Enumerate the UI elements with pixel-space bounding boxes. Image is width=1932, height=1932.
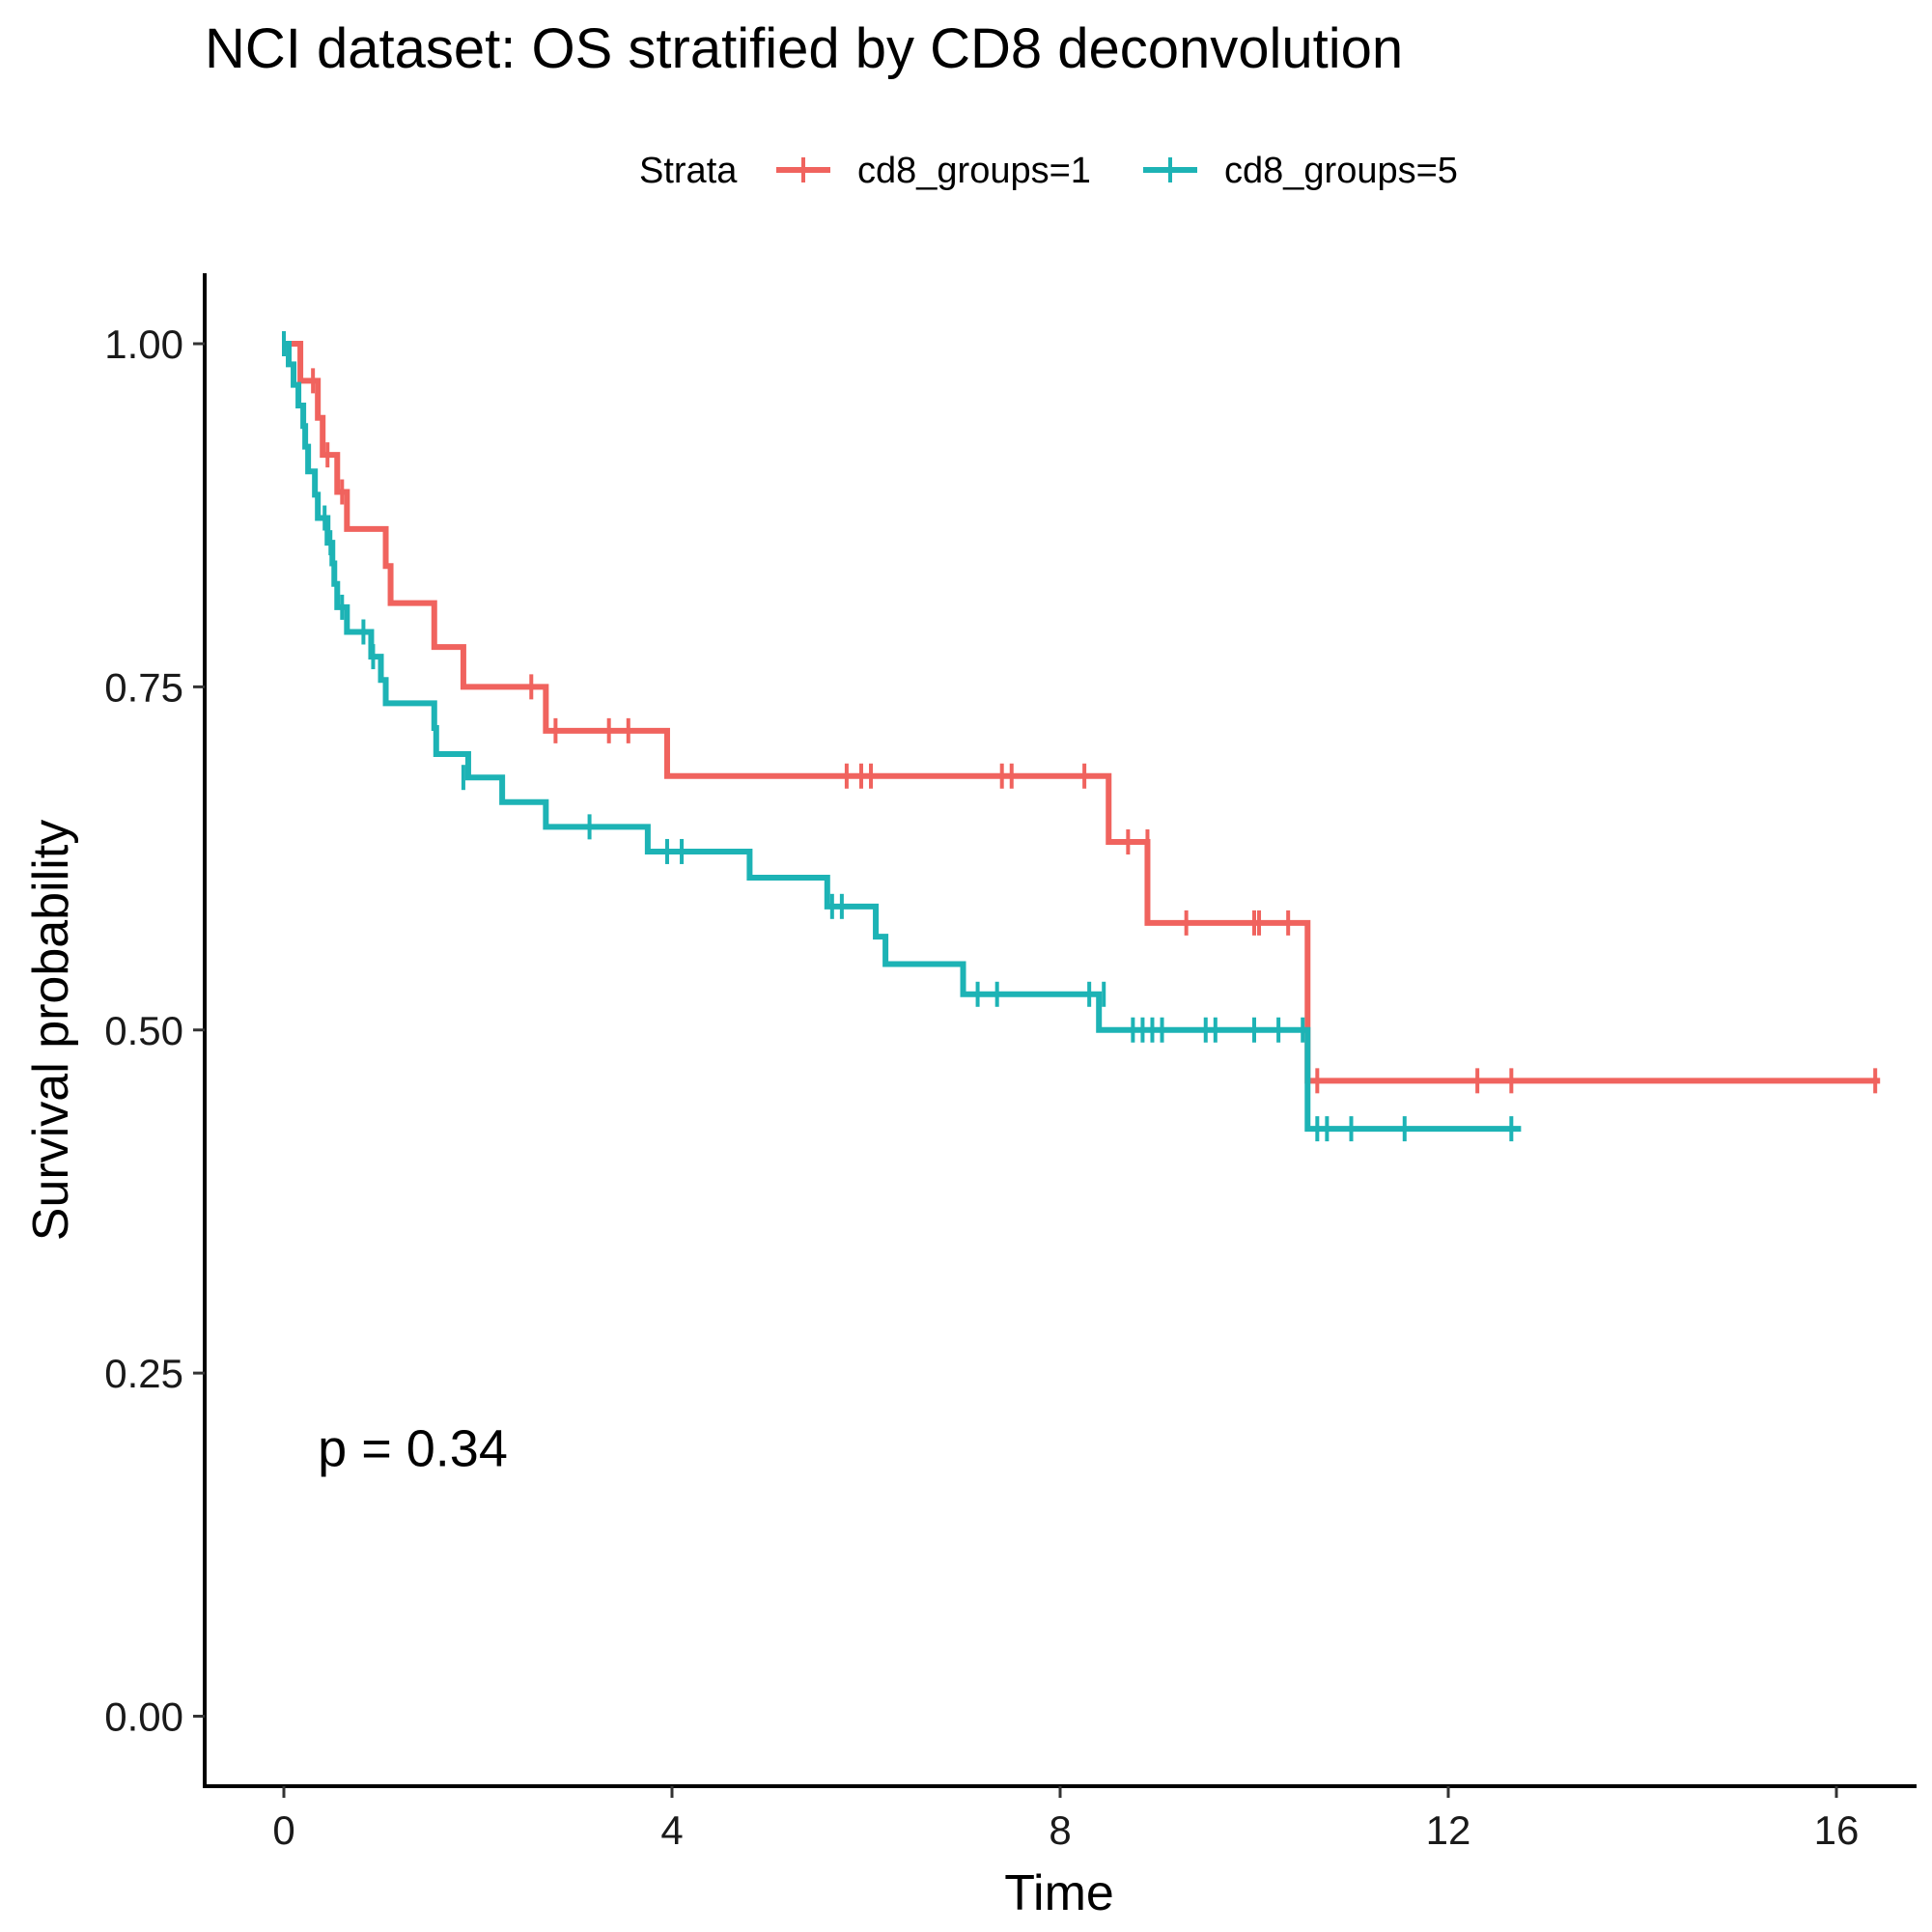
legend-label-group5: cd8_groups=5 <box>1224 151 1458 191</box>
y-tick-label: 0.00 <box>104 1694 183 1740</box>
y-tick-label: 0.75 <box>104 664 183 710</box>
chart-title: NCI dataset: OS stratified by CD8 deconv… <box>205 17 1403 80</box>
axes <box>203 273 1917 1788</box>
y-tick-label: 0.25 <box>104 1351 183 1396</box>
x-tick-label: 8 <box>1049 1807 1071 1853</box>
legend-label-group1: cd8_groups=1 <box>857 151 1091 191</box>
series-cd8-groups-5 <box>282 331 1522 1142</box>
y-axis-title: Survival probability <box>23 820 79 1241</box>
p-value-annotation: p = 0.34 <box>318 1419 508 1477</box>
x-tick-label: 0 <box>272 1807 294 1853</box>
series-cd8-groups-1 <box>284 341 1881 1094</box>
legend-title: Strata <box>639 151 738 191</box>
legend-item-group5: cd8_groups=5 <box>1143 151 1458 191</box>
legend-item-group1: cd8_groups=1 <box>776 151 1091 191</box>
y-tick-label: 0.50 <box>104 1008 183 1053</box>
x-tick-label: 12 <box>1426 1807 1471 1853</box>
y-tick-label: 1.00 <box>104 322 183 367</box>
x-tick-label: 16 <box>1814 1807 1860 1853</box>
survival-curve <box>284 341 1881 1084</box>
ticks: 0 4 8 12 16 0.00 0.25 0.50 0.75 1.00 <box>104 322 1859 1853</box>
x-tick-label: 4 <box>660 1807 683 1853</box>
legend: Strata cd8_groups=1 cd8_groups=5 <box>639 151 1458 191</box>
x-axis-title: Time <box>1004 1865 1114 1921</box>
survival-curve <box>284 341 1522 1133</box>
series-layer <box>282 331 1881 1142</box>
